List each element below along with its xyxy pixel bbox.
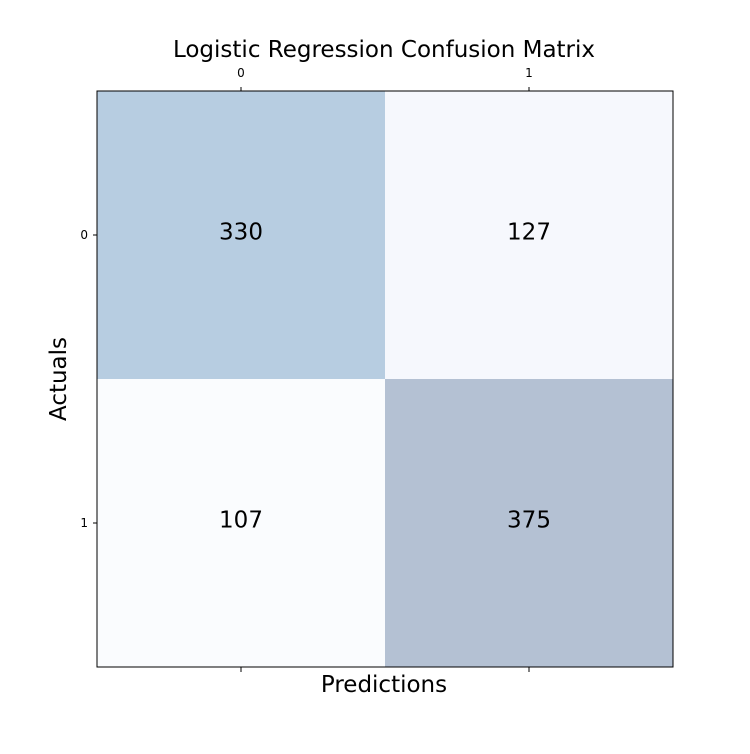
matrix-cell-r0-c1 bbox=[385, 91, 673, 379]
y-tick-label-0: 0 bbox=[80, 228, 88, 242]
plot-frame bbox=[96, 90, 674, 668]
matrix-cell-r1-c1 bbox=[385, 379, 673, 667]
matrix-cell-r0-c0 bbox=[97, 91, 385, 379]
cells-layer bbox=[97, 91, 673, 667]
cell-value-r1-c1: 375 bbox=[507, 508, 551, 534]
x-axis-label: Predictions bbox=[321, 672, 447, 698]
x-tick-label-0: 0 bbox=[237, 66, 245, 80]
cell-value-r1-c0: 107 bbox=[219, 508, 263, 534]
chart-title: Logistic Regression Confusion Matrix bbox=[173, 37, 595, 63]
ticks-layer: 0 1 0 1 bbox=[80, 66, 533, 672]
cell-value-r0-c1: 127 bbox=[507, 220, 551, 246]
matrix-cell-r1-c0 bbox=[97, 379, 385, 667]
y-axis-label: Actuals bbox=[46, 337, 72, 421]
x-tick-label-1: 1 bbox=[525, 66, 533, 80]
cell-values-layer: 330 127 107 375 bbox=[219, 220, 551, 534]
y-tick-label-1: 1 bbox=[80, 516, 88, 530]
cell-value-r0-c0: 330 bbox=[219, 220, 263, 246]
